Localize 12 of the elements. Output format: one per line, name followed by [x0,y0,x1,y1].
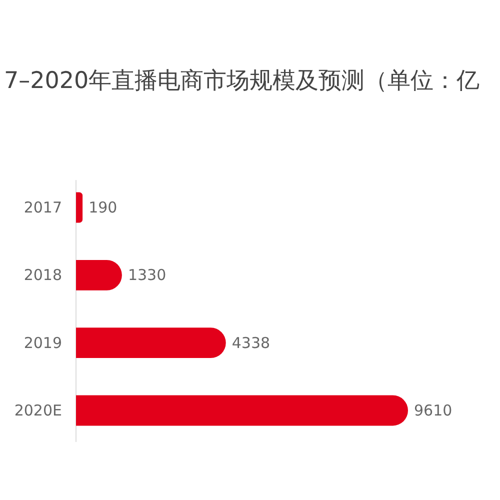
y-tick-label: 2017 [24,198,62,217]
y-tick-label: 2020E [14,401,62,420]
bar [76,192,83,223]
data-label: 1330 [128,266,166,284]
chart-title: 7–2020年直播电商市场规模及预测（单位：亿 [4,68,480,94]
data-label: 190 [88,198,118,217]
data-label: 9610 [414,401,452,420]
y-tick-label: 2018 [24,266,62,284]
bar [76,328,226,358]
bar [76,395,408,426]
data-label: 4338 [232,334,270,352]
y-tick-label: 2019 [24,334,62,352]
